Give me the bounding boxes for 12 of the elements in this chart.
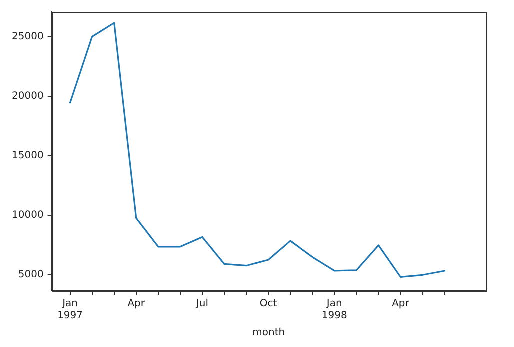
- x-tick-label: Oct: [260, 298, 278, 310]
- x-axis-title: month: [252, 328, 286, 339]
- y-tick-label: 10000: [12, 210, 44, 222]
- x-tick-label: Jul: [195, 298, 208, 310]
- x-tick-label: Jan 1998: [322, 298, 348, 322]
- x-tick-label: Apr: [128, 298, 146, 310]
- y-tick-label: 5000: [18, 270, 44, 281]
- x-tick-label: Apr: [392, 298, 410, 310]
- x-tick-label: Jan 1997: [58, 298, 84, 322]
- y-tick-label: 25000: [12, 31, 44, 42]
- y-tick-label: 15000: [12, 150, 44, 162]
- y-tick-label: 20000: [12, 90, 44, 102]
